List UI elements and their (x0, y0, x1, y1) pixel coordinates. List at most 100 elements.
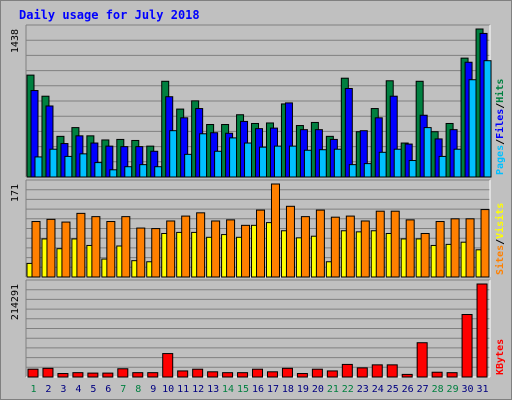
sites-bar (300, 216, 310, 278)
kbytes-bar (42, 367, 54, 378)
x-tick-label: 11 (177, 384, 189, 395)
kbytes-bar (341, 363, 353, 378)
x-tick-label: 16 (252, 384, 264, 395)
pages-bar (423, 127, 432, 178)
kbytes-bar (266, 371, 278, 378)
pages-bar (288, 145, 297, 178)
legend-entry: Hits (494, 79, 506, 103)
kbytes-bar (416, 342, 428, 378)
x-tick-label: 2 (45, 384, 51, 395)
pages-bar (214, 150, 223, 178)
pages-bar (303, 149, 312, 178)
pages-bar (318, 149, 327, 178)
kbytes-bar (72, 372, 84, 378)
kbytes-bar (102, 372, 114, 378)
kbytes-bar (117, 368, 129, 378)
x-tick-label: 25 (387, 384, 399, 395)
pages-bar (34, 156, 43, 178)
kbytes-bar (87, 372, 99, 378)
kbytes-bar (356, 367, 368, 378)
legend-entry: Visits (494, 203, 506, 239)
pages-bar (408, 160, 417, 178)
pages-bar (199, 133, 208, 178)
sites-bar (450, 218, 460, 278)
pages-bar (273, 145, 282, 178)
files-bar (120, 146, 129, 178)
x-tick-label: 20 (312, 384, 324, 395)
pages-bar (483, 60, 492, 178)
kbytes-bar (57, 373, 69, 378)
sites-bar (405, 219, 415, 278)
x-tick-label: 7 (120, 384, 126, 395)
legend-entry: KBytes (495, 339, 506, 375)
kbytes-bar (296, 373, 308, 378)
sites-bar (285, 205, 295, 278)
sites-bar (121, 216, 131, 278)
pages-bar (124, 166, 133, 178)
kbytes-bar (162, 353, 174, 378)
sites-bar (136, 227, 146, 278)
x-tick-label: 18 (282, 384, 294, 395)
y-axis-max-label: 1438 (10, 29, 21, 53)
legend-entry: / (495, 239, 506, 245)
kbytes-bar (311, 368, 323, 378)
x-tick-label: 5 (90, 384, 96, 395)
x-tick-label: 21 (327, 384, 339, 395)
x-tick-label: 14 (222, 384, 234, 395)
kbytes-bar (237, 372, 249, 378)
pages-bar (79, 153, 88, 178)
x-tick-label: 1 (30, 384, 36, 395)
x-tick-label: 31 (476, 384, 488, 395)
pages-bar (348, 164, 357, 178)
pages-bar (333, 148, 342, 178)
kbytes-bar (281, 367, 293, 378)
x-tick-label: 9 (150, 384, 156, 395)
x-tick-label: 30 (462, 384, 474, 395)
x-tick-label: 22 (342, 384, 354, 395)
pages-bar (259, 146, 268, 178)
legend-entry: Files (494, 109, 506, 139)
sites-bar (256, 209, 266, 278)
sites-bar (181, 215, 191, 278)
x-tick-label: 15 (237, 384, 249, 395)
legend-entry: Sites (494, 245, 506, 275)
pages-bar (229, 137, 238, 178)
kbytes-bar (476, 283, 488, 378)
y-axis-max-label: 171 (10, 184, 21, 202)
x-tick-label: 12 (192, 384, 204, 395)
pages-bar (453, 148, 462, 178)
kbytes-bar (446, 372, 458, 378)
legend-entry: Pages (495, 145, 506, 175)
sites-bar (31, 221, 41, 278)
sites-bar (330, 216, 340, 278)
sites-bar (61, 221, 71, 278)
x-tick-label: 8 (135, 384, 141, 395)
kbytes-bar (27, 368, 39, 378)
kbytes-bar (207, 371, 219, 378)
x-tick-label: 19 (297, 384, 309, 395)
kbytes-bar (132, 372, 144, 378)
sites-bar (435, 221, 445, 278)
pages-bar (139, 164, 148, 178)
pages-bar (184, 153, 193, 178)
sites-bar (375, 210, 385, 278)
sites-bar (91, 216, 101, 278)
kbytes-bar (431, 371, 443, 378)
chart-title: Daily usage for July 2018 (19, 8, 200, 22)
sites-bar (345, 215, 355, 278)
kbytes-bar (177, 370, 189, 378)
legend: Pages/Files/Hits (494, 79, 506, 175)
sites-bar (106, 221, 116, 278)
pages-bar (154, 166, 163, 178)
sites-bar (76, 212, 86, 278)
x-tick-label: 23 (357, 384, 369, 395)
legend-entry: / (495, 103, 506, 109)
pages-bar (438, 155, 447, 178)
kbytes-bar (401, 373, 413, 378)
x-tick-label: 29 (447, 384, 459, 395)
x-tick-label: 4 (75, 384, 81, 395)
kbytes-bar (461, 314, 473, 378)
sites-bar (390, 210, 400, 278)
pages-bar (109, 169, 118, 178)
